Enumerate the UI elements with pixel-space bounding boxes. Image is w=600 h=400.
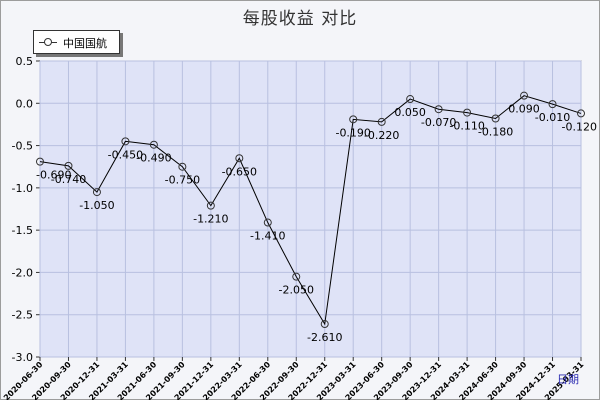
data-point — [36, 157, 44, 166]
data-label: -0.690 — [36, 169, 71, 182]
data-label: -0.650 — [222, 165, 257, 178]
data-label: -0.110 — [449, 120, 484, 133]
data-label: -0.190 — [335, 126, 370, 139]
data-point — [377, 117, 386, 126]
legend-marker-icon — [39, 38, 57, 46]
data-label: -1.050 — [79, 199, 114, 212]
data-label: -2.610 — [307, 331, 342, 344]
data-point — [548, 100, 557, 109]
data-point — [292, 272, 301, 281]
data-point — [206, 201, 215, 210]
data-point — [463, 108, 472, 117]
data-label: 0.050 — [394, 106, 426, 119]
y-tick-label: -1.5 — [12, 224, 33, 237]
data-label: -0.450 — [108, 148, 143, 161]
y-tick-label: 0.0 — [16, 97, 34, 110]
data-point — [349, 115, 358, 124]
data-point — [577, 109, 585, 118]
data-label: -0.490 — [136, 152, 171, 165]
data-label: -0.740 — [51, 173, 86, 186]
data-point — [491, 114, 500, 123]
data-point — [235, 154, 244, 163]
data-point — [149, 140, 158, 149]
data-label: -1.210 — [193, 213, 228, 226]
legend: 中国国航 — [33, 30, 120, 54]
y-tick-label: -3.0 — [12, 351, 33, 364]
data-label: 0.090 — [508, 103, 540, 116]
y-tick-label: 0.5 — [16, 55, 34, 68]
data-label: -0.220 — [364, 129, 399, 142]
data-point — [434, 105, 443, 114]
data-label: -2.050 — [279, 284, 314, 297]
data-point — [92, 188, 101, 197]
data-point — [178, 162, 187, 171]
data-point — [320, 320, 329, 329]
y-tick-label: -2.0 — [12, 266, 33, 279]
data-label: -0.750 — [165, 174, 200, 187]
plot-area — [39, 60, 582, 358]
chart-title: 每股收益 对比 — [242, 9, 358, 29]
data-label: -0.070 — [421, 116, 456, 129]
y-tick-label: -1.0 — [12, 182, 33, 195]
y-tick-label: -2.5 — [12, 309, 33, 322]
data-label: -1.410 — [250, 230, 285, 243]
data-label: -0.180 — [478, 126, 513, 139]
data-point — [520, 91, 529, 100]
data-point — [121, 137, 130, 146]
data-point — [263, 218, 272, 227]
series-line — [39, 95, 582, 326]
x-axis-label: 日期 — [557, 373, 579, 386]
data-point — [406, 95, 415, 104]
legend-label: 中国国航 — [63, 37, 107, 50]
data-label: -0.010 — [535, 111, 570, 124]
data-point — [64, 161, 73, 170]
data-label: -0.120 — [562, 120, 597, 133]
y-tick-label: -0.5 — [12, 140, 33, 153]
